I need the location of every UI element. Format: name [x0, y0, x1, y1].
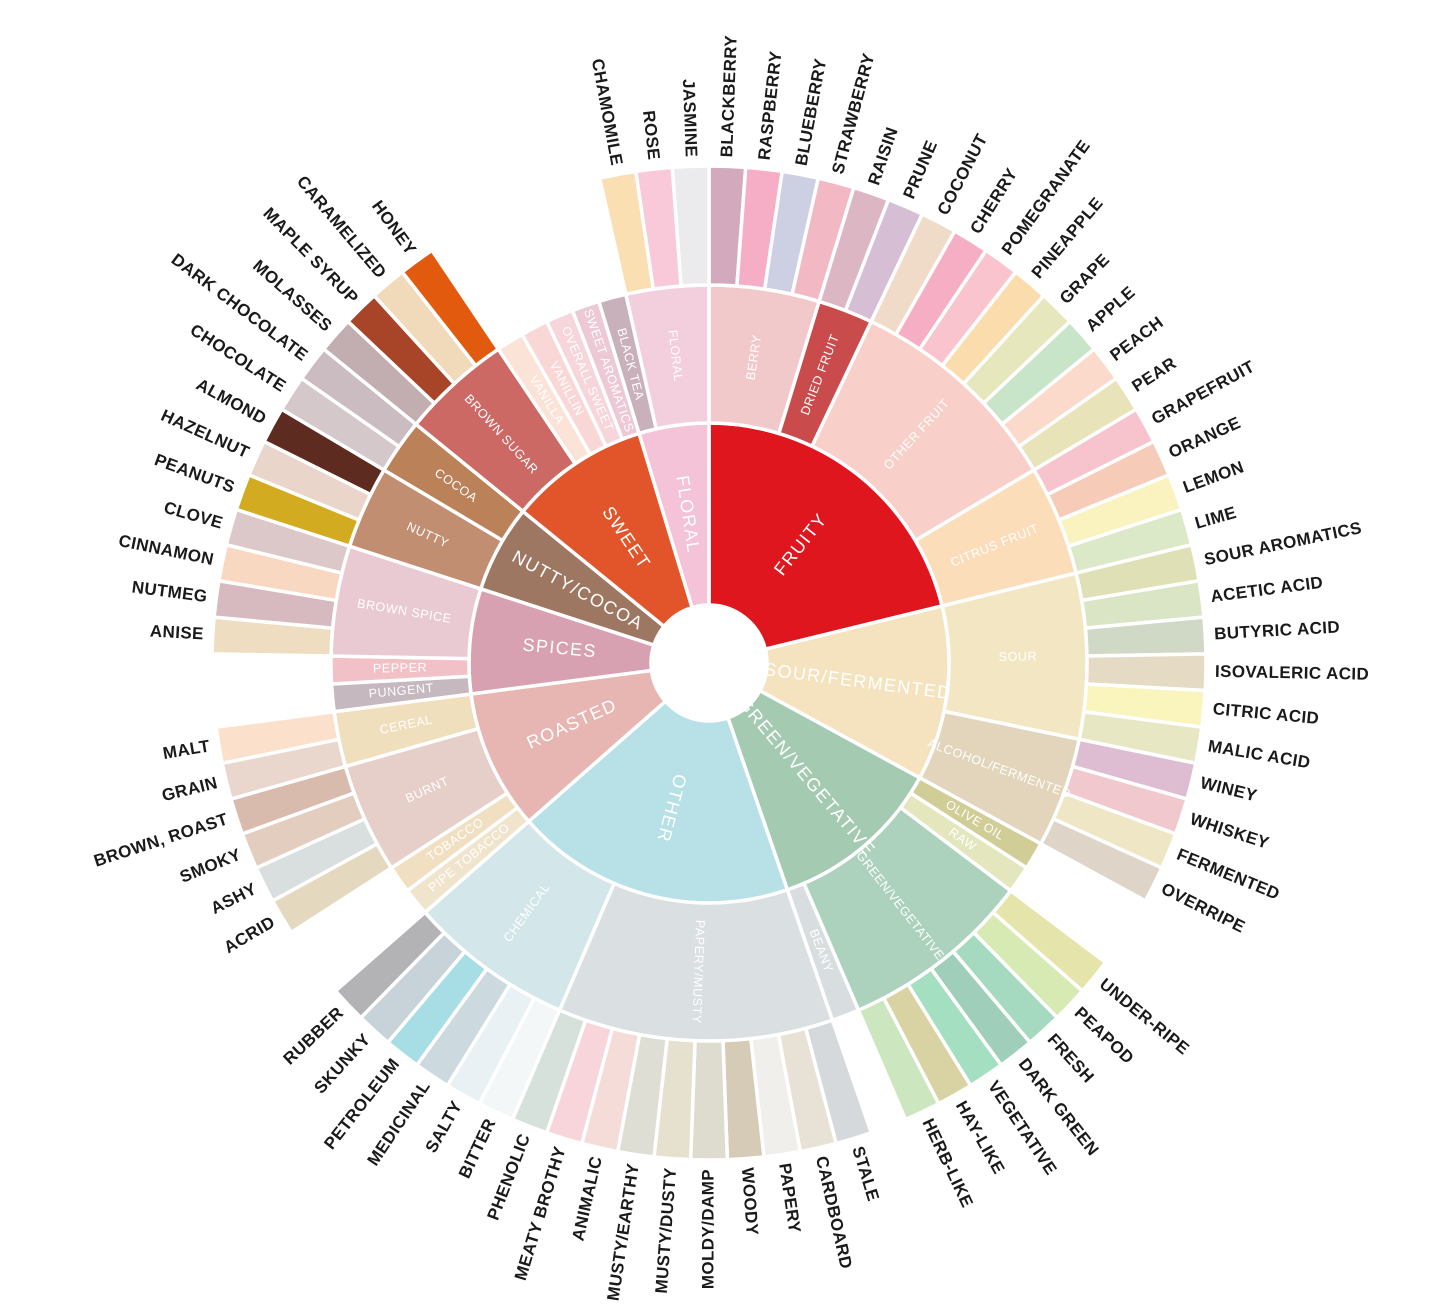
sour-aromatics-label: SOUR AROMATICS	[1202, 518, 1363, 569]
grain-label: GRAIN	[160, 773, 220, 805]
papery-musty-label: PAPERY/MUSTY	[689, 920, 707, 1024]
berry-label: BERRY	[744, 334, 765, 381]
chamomile-label: CHAMOMILE	[588, 57, 627, 167]
clove-label: CLOVE	[162, 498, 225, 533]
animalic-label: ANIMALIC	[568, 1154, 606, 1242]
rose-label: ROSE	[639, 109, 663, 161]
malt-label: MALT	[161, 736, 211, 763]
papery-label: PAPERY	[775, 1162, 804, 1235]
pepper-label: PEPPER	[373, 661, 428, 676]
peach-label: PEACH	[1106, 313, 1167, 365]
lemon-label: LEMON	[1181, 457, 1247, 497]
phenolic-label: PHENOLIC	[484, 1131, 535, 1223]
pungent-label: PUNGENT	[368, 681, 434, 701]
bitter-label: BITTER	[455, 1116, 500, 1182]
moldy-damp-segment	[688, 1038, 730, 1162]
strawberry-label: STRAWBERRY	[828, 51, 878, 176]
ashy-label: ASHY	[208, 879, 260, 918]
salty-label: SALTY	[422, 1097, 467, 1156]
orange-label: ORANGE	[1166, 413, 1244, 462]
nutmeg-label: NUTMEG	[131, 577, 209, 606]
acetic-acid-label: ACETIC ACID	[1209, 573, 1324, 606]
cardboard-label: CARDBOARD	[812, 1154, 856, 1270]
blueberry-label: BLUEBERRY	[792, 57, 831, 168]
musty-earthy-label: MUSTY/EARTHY	[604, 1162, 643, 1302]
floral-label: FLORAL	[666, 329, 686, 382]
anise-label: ANISE	[149, 621, 204, 643]
prune-label: PRUNE	[899, 138, 941, 202]
jasmine-label: JASMINE	[679, 79, 701, 158]
musty-dusty-label: MUSTY/DUSTY	[652, 1167, 680, 1295]
winey-label: WINEY	[1198, 773, 1259, 805]
apple-label: APPLE	[1082, 282, 1139, 335]
woody-label: WOODY	[738, 1167, 762, 1237]
sour-label: SOUR	[999, 649, 1038, 664]
lime-label: LIME	[1193, 503, 1239, 533]
fresh-label: FRESH	[1044, 1030, 1098, 1087]
jasmine-segment	[670, 164, 711, 288]
citric-acid-label: CITRIC ACID	[1212, 699, 1320, 728]
butyric-acid-label: BUTYRIC ACID	[1214, 617, 1341, 643]
blackberry-label: BLACKBERRY	[717, 34, 741, 157]
peanuts-label: PEANUTS	[152, 450, 237, 497]
almond-label: ALMOND	[193, 375, 270, 429]
smoky-label: SMOKY	[177, 845, 244, 887]
isovaleric-acid-label: ISOVALERIC ACID	[1215, 662, 1370, 684]
whiskey-label: WHISKEY	[1188, 809, 1272, 853]
pomegranate-label: POMEGRANATE	[998, 136, 1094, 258]
acrid-label: ACRID	[221, 912, 279, 957]
raspberry-label: RASPBERRY	[755, 50, 786, 161]
moldy-damp-label: MOLDY/DAMP	[698, 1169, 717, 1289]
stale-label: STALE	[848, 1144, 883, 1204]
cinnamon-label: CINNAMON	[117, 531, 216, 569]
overripe-label: OVERRIPE	[1158, 879, 1248, 937]
raisin-label: RAISIN	[864, 125, 902, 188]
pear-label: PEAR	[1129, 353, 1180, 395]
honey-label: HONEY	[368, 197, 420, 259]
grape-label: GRAPE	[1056, 250, 1113, 308]
malic-acid-label: MALIC ACID	[1207, 736, 1312, 772]
